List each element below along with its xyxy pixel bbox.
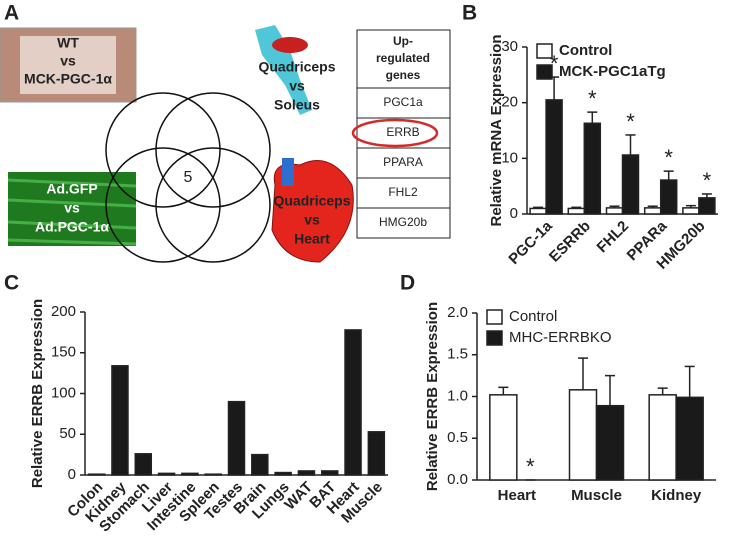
legend-swatch [486,330,503,346]
y-tick-label: 10 [501,149,518,166]
culture-label: Ad.PGC-1α [35,219,109,235]
fibers [7,178,137,246]
table-header: Up- [393,34,413,48]
table-cell: PGC1a [383,95,423,109]
bar [320,470,339,476]
muscle-label: Quadriceps [258,59,335,75]
significance: * [526,454,535,479]
bar [274,471,292,476]
y-tick-label: 50 [59,425,76,442]
heart-label: Quadriceps [273,193,350,209]
legend-swatch [536,43,553,59]
y-tick-label: 150 [51,344,76,361]
bar [111,365,129,476]
y-axis-label: Relative mRNA Expression [488,34,505,226]
panel-label: A [4,2,19,25]
culture-label: vs [64,200,80,216]
table-header: regulated [376,51,430,65]
x-tick-label: PGC-1a [505,217,556,268]
muscle-image [272,37,308,53]
bar [157,472,176,476]
legend-label: Control [559,42,612,59]
bar [181,472,199,476]
bar [567,207,586,215]
table-cell: ERRB [386,125,419,139]
y-axis-label: Relative ERRB Expression [424,302,441,491]
bar [595,404,625,481]
y-tick-label: 1.5 [447,346,468,363]
photo-label-bg [20,36,116,94]
bar [583,122,602,215]
legend-swatch [486,309,503,325]
significance: * [703,168,712,193]
bar [529,207,547,215]
table-cell: HMG20b [379,215,427,229]
y-tick-label: 0.0 [447,471,468,488]
y-tick-label: 100 [51,384,76,401]
y-axis-label: Relative ERRB Expression [29,299,46,488]
y-tick-label: 30 [501,38,518,55]
table-header: genes [386,68,421,82]
panel-label: D [400,272,415,295]
bar [367,431,386,476]
y-tick-label: 0.5 [447,429,468,446]
significance: * [664,145,673,170]
muscle-image [255,25,312,115]
highlight [351,118,439,148]
y-tick-label: 20 [501,94,518,111]
muscle-label: Soleus [274,97,320,113]
photo-label: WT [57,35,79,51]
culture-label: Ad.GFP [46,181,97,197]
significance: * [626,109,635,134]
bar [648,394,677,481]
bar [568,389,598,481]
venn-count: 5 [184,169,193,186]
bar [227,400,246,476]
bar [675,396,704,481]
y-tick-label: 2.0 [447,304,468,321]
bar [643,207,662,215]
panel-label: B [462,2,477,25]
legend-label: Control [509,308,557,325]
table-cell: PPARA [383,155,423,169]
legend-label: MHC-ERRBKO [509,329,612,346]
y-tick-label: 1.0 [447,387,468,404]
bar [489,394,518,481]
bar [251,453,269,476]
legend-swatch [536,64,553,80]
y-tick-label: 0 [510,205,518,222]
venn [105,92,271,263]
significance: * [550,51,559,76]
legend-label: MCK-PGC1aTg [559,63,666,80]
photo-label: vs [60,53,76,69]
table-cell: FHL2 [388,185,418,199]
bar [605,207,624,215]
bar [87,473,106,476]
photo-label: MCK-PGC-1α [24,71,112,87]
heart-label: Heart [294,231,330,247]
significance: * [588,86,597,111]
x-tick-label: ESRRb [546,218,594,266]
x-tick-label: Muscle [571,487,622,504]
panel-label: C [4,272,19,295]
heart-label: vs [304,212,320,228]
bar [682,207,700,215]
x-tick-label: Kidney [651,487,702,504]
bar [297,470,316,476]
bar [545,99,563,215]
y-tick-label: 0 [68,466,76,483]
muscle-label: vs [289,78,305,94]
bar [204,473,222,476]
gene-table [356,29,451,239]
bar [659,179,678,215]
heart-image [282,158,294,186]
x-tick-label: Heart [498,487,536,504]
y-tick-label: 200 [51,303,76,320]
bar [698,197,716,215]
bar [344,329,362,476]
bar [134,453,153,476]
bar [621,154,640,215]
